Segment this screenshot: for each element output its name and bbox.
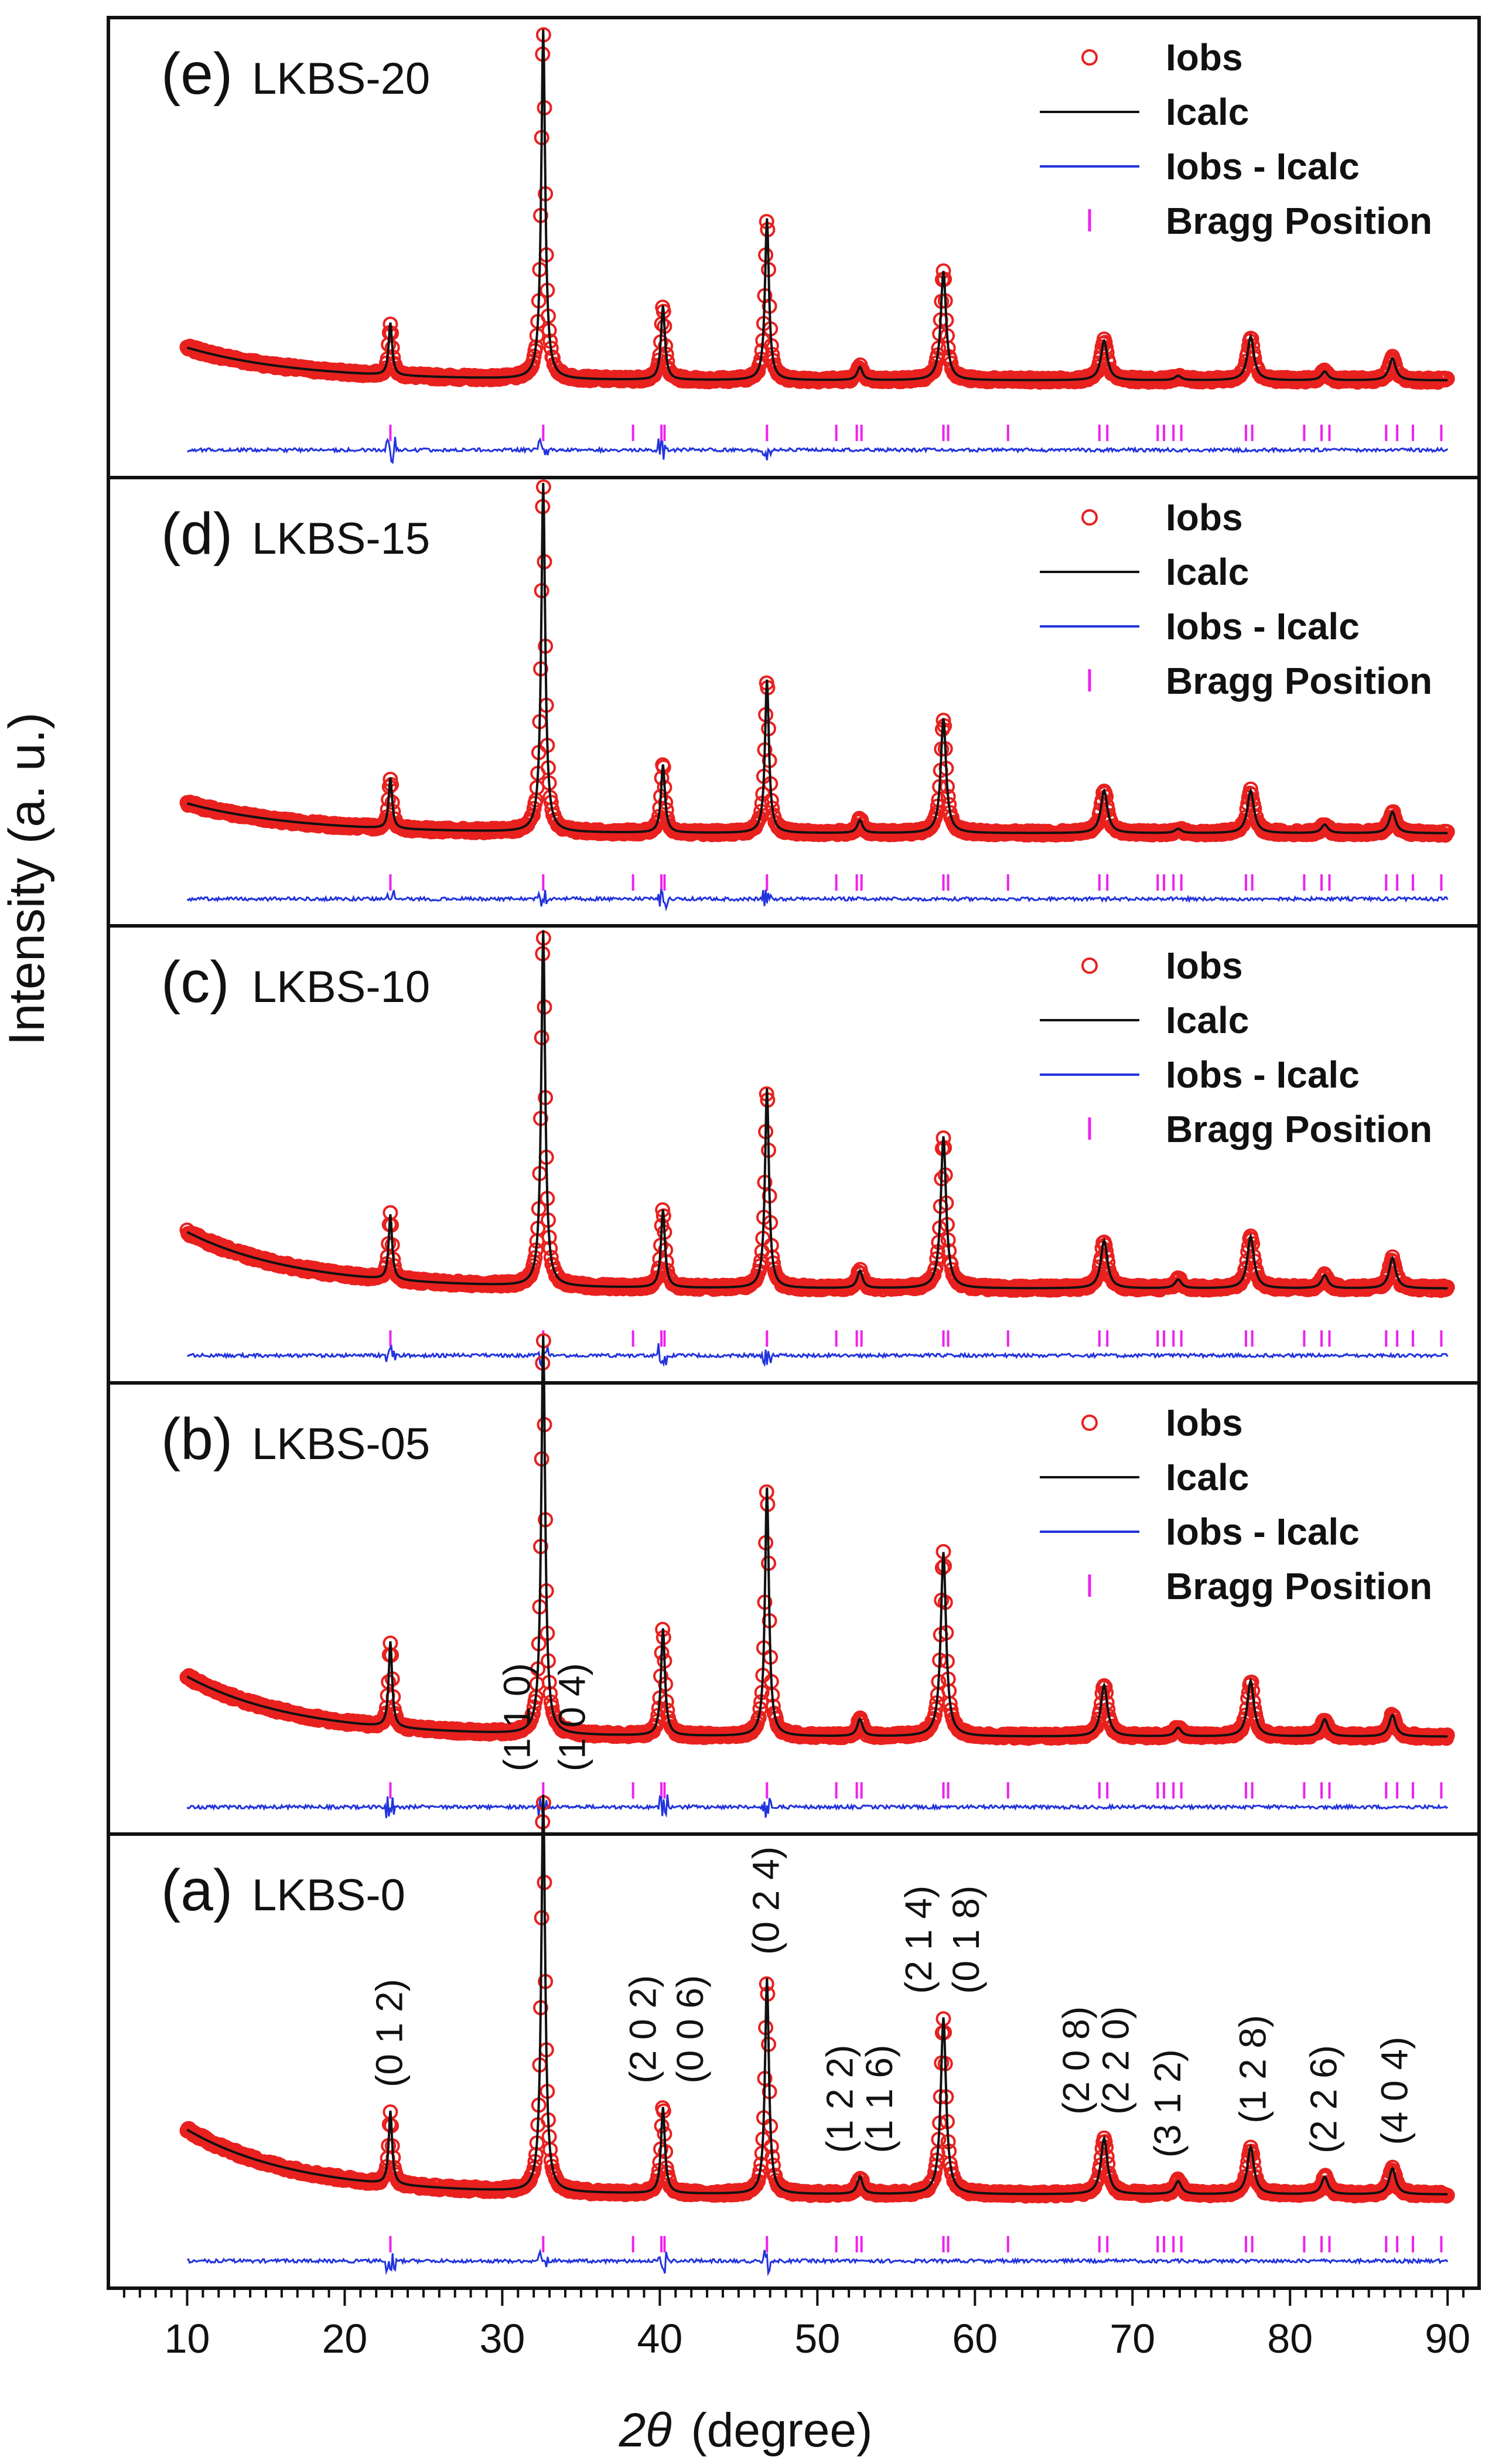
legend-iobs-label: Iobs [1166,36,1243,79]
legend-iobs-marker [1081,509,1098,526]
sample-letter: (c) [161,949,230,1015]
icalc-line [186,29,1448,381]
legend-iobs-marker [1081,957,1098,974]
diff-line [186,888,1449,912]
sample-name: LKBS-15 [252,514,430,564]
sample-name: LKBS-10 [252,962,430,1012]
panel-lkbs-15: (d) LKBS-15 Iobs Icalc Iobs - Icalc Bragg Pos… [107,476,1481,928]
legend-bragg-label: Bragg Position [1166,200,1432,242]
diff-line [187,437,1449,465]
legend-bragg-label: Bragg Position [1166,660,1432,702]
legend-diff-label: Iobs - Icalc [1166,605,1360,647]
sample-letter: (e) [161,41,233,107]
diff-line [187,1343,1449,1368]
legend-icalc-label: Icalc [1166,91,1249,133]
bragg-positions [389,424,1443,441]
legend-diff-label: Iobs - Icalc [1166,145,1360,188]
sample-letter: (d) [161,501,233,567]
legend-icalc-label: Icalc [1166,551,1249,593]
bragg-positions [389,874,1443,891]
iobs-point [526,348,542,364]
panel-lkbs-10: (c) LKBS-10 Iobs Icalc Iobs - Icalc Bragg Pos… [107,924,1481,1385]
iobs-point [1244,786,1259,802]
legend-iobs-label: Iobs [1166,496,1243,539]
legend-diff-label: Iobs - Icalc [1166,1054,1360,1096]
sample-name: LKBS-20 [252,54,430,104]
iobs-point [1439,371,1455,387]
legend-bragg-label: Bragg Position [1166,1108,1432,1150]
iobs-point [1243,781,1258,797]
legend-iobs-label: Iobs [1166,945,1243,987]
panel-lkbs-20: (e) LKBS-20 Iobs Icalc Iobs - Icalc Bragg Pos… [107,16,1481,479]
legend-icalc-label: Icalc [1166,999,1249,1041]
legend-iobs-marker [1081,49,1098,66]
